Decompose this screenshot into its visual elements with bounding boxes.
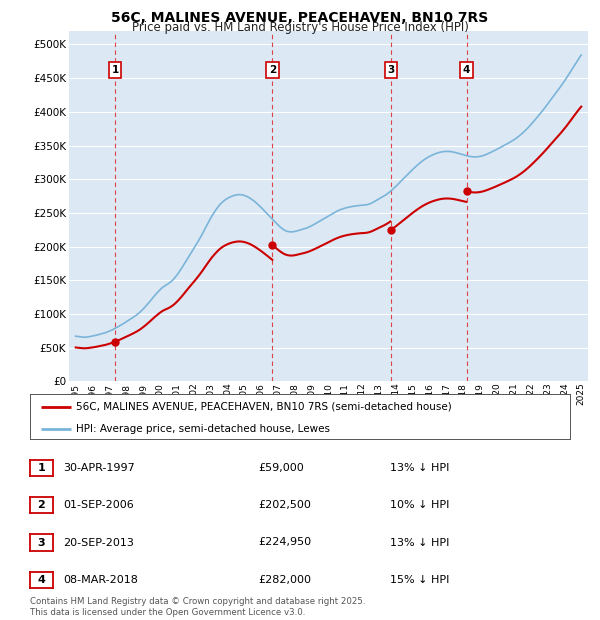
Text: £282,000: £282,000 <box>258 575 311 585</box>
Text: 01-SEP-2006: 01-SEP-2006 <box>63 500 134 510</box>
Text: 1: 1 <box>38 463 45 473</box>
Text: 30-APR-1997: 30-APR-1997 <box>63 463 135 473</box>
Text: 1: 1 <box>112 65 119 75</box>
Text: £202,500: £202,500 <box>258 500 311 510</box>
Text: HPI: Average price, semi-detached house, Lewes: HPI: Average price, semi-detached house,… <box>76 424 330 434</box>
Text: 3: 3 <box>38 538 45 547</box>
Text: 13% ↓ HPI: 13% ↓ HPI <box>390 538 449 547</box>
Text: 2: 2 <box>38 500 45 510</box>
Text: £224,950: £224,950 <box>258 538 311 547</box>
Text: 08-MAR-2018: 08-MAR-2018 <box>63 575 138 585</box>
Text: 2: 2 <box>269 65 276 75</box>
Text: 20-SEP-2013: 20-SEP-2013 <box>63 538 134 547</box>
Text: 56C, MALINES AVENUE, PEACEHAVEN, BN10 7RS: 56C, MALINES AVENUE, PEACEHAVEN, BN10 7R… <box>112 11 488 25</box>
Text: 3: 3 <box>388 65 395 75</box>
Text: 4: 4 <box>37 575 46 585</box>
Text: 13% ↓ HPI: 13% ↓ HPI <box>390 463 449 473</box>
Text: 4: 4 <box>463 65 470 75</box>
Text: Contains HM Land Registry data © Crown copyright and database right 2025.
This d: Contains HM Land Registry data © Crown c… <box>30 598 365 617</box>
Text: 10% ↓ HPI: 10% ↓ HPI <box>390 500 449 510</box>
Text: 56C, MALINES AVENUE, PEACEHAVEN, BN10 7RS (semi-detached house): 56C, MALINES AVENUE, PEACEHAVEN, BN10 7R… <box>76 402 452 412</box>
Text: £59,000: £59,000 <box>258 463 304 473</box>
Text: 15% ↓ HPI: 15% ↓ HPI <box>390 575 449 585</box>
Text: Price paid vs. HM Land Registry's House Price Index (HPI): Price paid vs. HM Land Registry's House … <box>131 21 469 34</box>
